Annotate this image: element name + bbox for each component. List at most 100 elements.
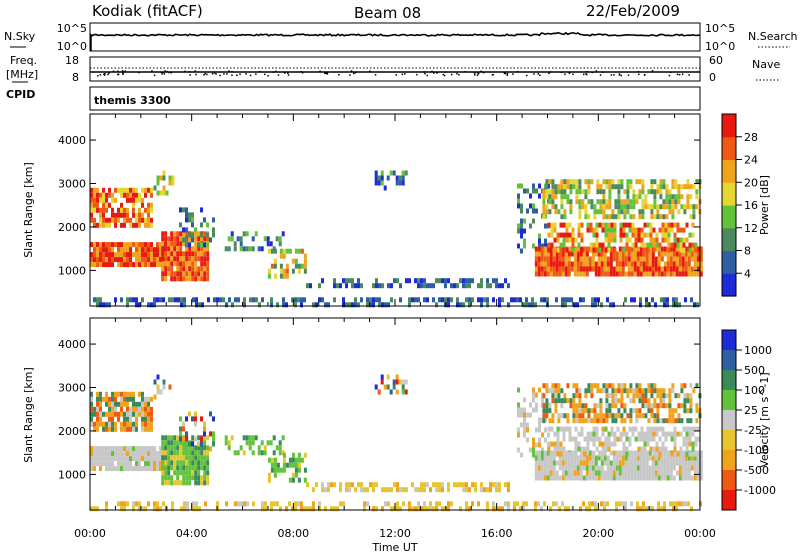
range-cell	[179, 207, 182, 213]
range-cell	[644, 403, 648, 409]
range-cell	[438, 487, 441, 493]
range-cell	[363, 501, 366, 507]
range-cell	[105, 222, 108, 228]
range-cell	[144, 411, 147, 417]
range-cell	[568, 436, 572, 442]
range-cell	[423, 501, 426, 507]
range-cell	[624, 297, 627, 303]
range-cell	[697, 436, 701, 442]
range-cell	[664, 446, 668, 452]
range-cell	[212, 232, 215, 238]
range-cell	[342, 297, 345, 303]
range-cell	[96, 192, 99, 198]
range-cell	[587, 184, 591, 190]
range-cell	[586, 222, 590, 228]
range-cell	[546, 251, 550, 257]
range-cell	[699, 256, 703, 262]
range-cell	[630, 246, 634, 252]
range-cell	[560, 199, 564, 205]
range-cell	[653, 388, 657, 394]
range-cell	[540, 460, 544, 466]
range-cell	[583, 436, 587, 442]
range-cell	[129, 391, 132, 397]
range-cell	[93, 406, 96, 412]
range-cell	[699, 251, 703, 257]
range-cell	[197, 455, 201, 461]
range-cell	[173, 440, 177, 446]
range-cell	[585, 261, 589, 267]
range-cell	[520, 422, 523, 428]
range-cell	[93, 451, 96, 457]
range-cell	[687, 470, 691, 476]
range-cell	[132, 451, 135, 457]
range-cell	[269, 241, 273, 247]
range-cell	[477, 297, 480, 303]
range-cell	[141, 187, 144, 193]
range-cell	[517, 407, 520, 413]
range-cell	[405, 487, 408, 493]
range-cell	[650, 383, 654, 389]
range-cell	[375, 278, 378, 284]
range-cell	[242, 435, 246, 441]
range-cell	[209, 431, 212, 437]
range-cell	[501, 283, 504, 289]
range-cell	[626, 189, 630, 195]
range-cell	[570, 261, 574, 267]
range-cell	[387, 487, 390, 493]
range-cell	[111, 207, 114, 213]
range-cell	[605, 179, 609, 185]
range-cell	[161, 241, 165, 247]
range-cell	[150, 242, 153, 248]
colorbar-segment	[722, 273, 736, 297]
range-cell	[192, 297, 195, 303]
range-cell	[374, 180, 378, 186]
range-cell	[387, 302, 390, 308]
range-cell	[276, 467, 280, 473]
range-cell	[525, 501, 528, 507]
range-cell	[685, 436, 689, 442]
range-cell	[652, 242, 656, 248]
range-cell	[575, 199, 579, 205]
range-cell	[456, 482, 459, 488]
range-cell	[153, 257, 156, 263]
range-cell	[393, 482, 396, 488]
range-cell	[635, 179, 639, 185]
range-cell	[117, 391, 120, 397]
range-cell	[614, 388, 618, 394]
range-cell	[601, 446, 605, 452]
range-cell	[566, 383, 570, 389]
range-cell	[537, 501, 540, 507]
range-cell	[516, 297, 519, 303]
range-cell	[649, 242, 653, 248]
range-cell	[194, 416, 197, 422]
range-cell	[647, 388, 651, 394]
range-cell	[696, 271, 700, 277]
range-cell	[194, 266, 198, 272]
freq-dot	[595, 70, 598, 72]
range-cell	[206, 222, 209, 228]
range-cell	[665, 184, 669, 190]
range-cell	[105, 501, 108, 507]
range-cell	[535, 442, 538, 448]
range-cell	[628, 451, 632, 457]
range-cell	[646, 222, 650, 228]
range-cell	[579, 450, 583, 456]
range-cell	[194, 411, 197, 417]
range-cell	[303, 253, 307, 259]
freq-dot	[97, 75, 99, 77]
range-cell	[638, 209, 642, 215]
range-cell	[537, 246, 541, 252]
range-cell	[573, 455, 577, 461]
range-cell	[575, 179, 579, 185]
range-cell	[648, 251, 652, 257]
range-cell	[662, 403, 666, 409]
range-cell	[203, 231, 207, 237]
range-cell	[641, 398, 645, 404]
range-cell	[548, 189, 552, 195]
range-cell	[585, 266, 589, 272]
range-cell	[129, 466, 132, 472]
range-cell	[626, 199, 630, 205]
range-cell	[616, 436, 620, 442]
freq-dot	[586, 71, 588, 73]
freq-dot	[668, 74, 671, 77]
